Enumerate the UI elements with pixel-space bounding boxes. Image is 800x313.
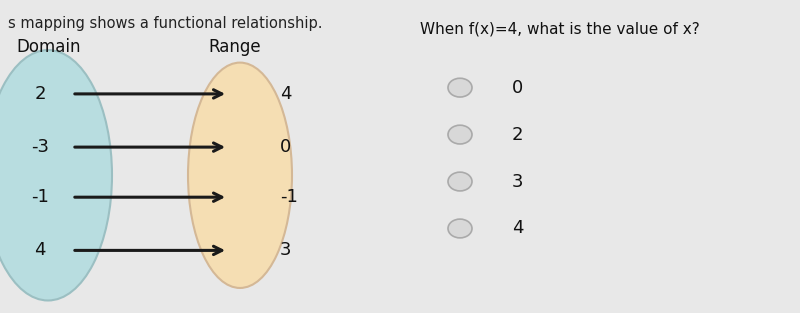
- Text: 0: 0: [280, 138, 291, 156]
- Text: 2: 2: [34, 85, 46, 103]
- Text: 2: 2: [512, 126, 523, 144]
- Ellipse shape: [188, 63, 292, 288]
- Ellipse shape: [0, 50, 112, 300]
- Text: -3: -3: [31, 138, 49, 156]
- Text: 4: 4: [34, 241, 46, 259]
- Text: 0: 0: [512, 79, 523, 97]
- Circle shape: [448, 172, 472, 191]
- Text: 3: 3: [280, 241, 291, 259]
- Text: -1: -1: [31, 188, 49, 206]
- Text: Range: Range: [208, 38, 261, 56]
- Circle shape: [448, 125, 472, 144]
- Text: -1: -1: [280, 188, 298, 206]
- Text: When f(x)=4, what is the value of x?: When f(x)=4, what is the value of x?: [420, 22, 700, 37]
- Text: 4: 4: [512, 219, 523, 238]
- Text: 4: 4: [280, 85, 291, 103]
- Text: Domain: Domain: [16, 38, 81, 56]
- Circle shape: [448, 219, 472, 238]
- Circle shape: [448, 78, 472, 97]
- Text: s mapping shows a functional relationship.: s mapping shows a functional relationshi…: [8, 16, 322, 31]
- Text: 3: 3: [512, 172, 523, 191]
